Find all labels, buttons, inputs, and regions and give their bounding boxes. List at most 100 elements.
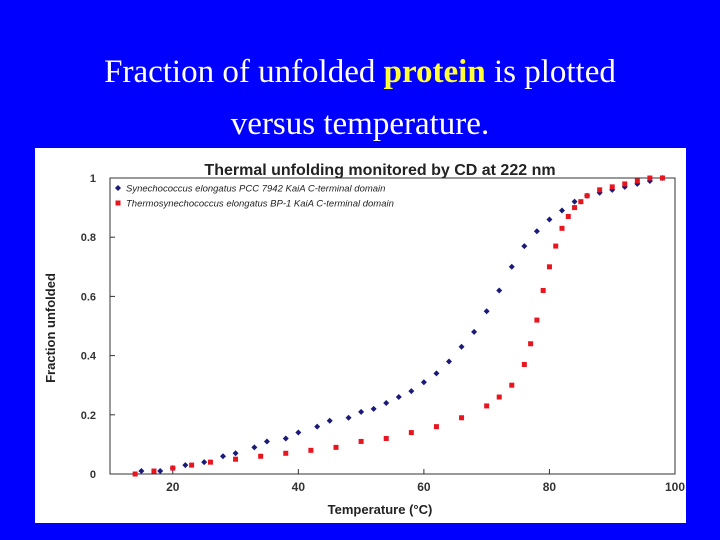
data-point <box>232 450 239 457</box>
data-point <box>508 263 515 270</box>
slide-title-line-2: versus temperature. <box>230 106 490 142</box>
data-point <box>258 453 264 459</box>
data-point <box>546 216 553 223</box>
legend-marker <box>115 200 121 206</box>
data-point <box>233 456 239 462</box>
data-point <box>251 444 258 451</box>
data-point <box>540 287 546 293</box>
title-highlight-word: protein <box>383 54 486 90</box>
legend-label: Thermosynechococcus elongatus BP-1 KaiA … <box>126 199 394 210</box>
data-point <box>326 417 333 424</box>
y-axis-label: Fraction unfolded <box>43 273 58 383</box>
data-point <box>263 438 270 445</box>
x-tick-label: 80 <box>543 480 557 494</box>
data-point <box>609 186 616 193</box>
data-point <box>553 243 559 249</box>
data-point <box>483 308 490 315</box>
data-point <box>345 414 352 421</box>
chart-svg: Thermal unfolding monitored by CD at 222… <box>43 162 686 517</box>
series-1 <box>138 175 666 475</box>
data-point <box>220 453 226 460</box>
slide-title-line-1: Fraction of unfolded protein is plotted <box>0 46 720 98</box>
data-point <box>458 343 465 350</box>
data-point <box>559 225 565 231</box>
x-tick-label: 40 <box>292 480 306 494</box>
data-point <box>383 435 389 441</box>
data-point <box>559 207 565 214</box>
data-point <box>189 462 195 468</box>
data-point <box>282 435 289 442</box>
data-point <box>433 424 439 430</box>
data-point <box>584 193 590 199</box>
x-tick-label: 60 <box>417 480 431 494</box>
y-tick-label: 1 <box>90 173 96 185</box>
legend: Synechococcus elongatus PCC 7942 KaiA C-… <box>115 184 394 210</box>
data-point <box>170 465 176 471</box>
data-point <box>496 394 502 400</box>
data-point <box>433 370 440 377</box>
plot-frame <box>109 177 676 475</box>
data-point <box>646 177 653 184</box>
data-point <box>622 181 628 187</box>
data-point <box>578 199 584 205</box>
data-point <box>647 175 653 181</box>
data-point <box>333 444 339 450</box>
chart-title: Thermal unfolding monitored by CD at 222… <box>204 162 555 179</box>
series-2 <box>132 175 665 477</box>
ticks: 20 40 60 80 100 0 0.2 0.4 0.6 0.8 1 <box>81 173 686 494</box>
chart-panel: Thermal unfolding monitored by CD at 222… <box>35 148 686 523</box>
y-tick-label: 0 <box>90 469 96 481</box>
title-text-post: is plotted <box>485 54 616 90</box>
data-point <box>395 394 402 401</box>
x-tick-label: 20 <box>166 480 180 494</box>
data-point <box>571 198 578 205</box>
data-point <box>308 447 314 453</box>
data-point <box>358 408 365 415</box>
data-point <box>534 317 540 323</box>
data-point <box>383 399 390 406</box>
data-point <box>521 361 527 367</box>
data-point <box>157 468 164 475</box>
data-point <box>597 187 603 193</box>
data-point <box>408 430 414 436</box>
data-point <box>370 405 377 412</box>
data-point <box>509 382 515 388</box>
data-point <box>295 429 302 436</box>
data-point <box>496 287 503 294</box>
x-axis-label: Temperature (°C) <box>328 502 433 517</box>
data-point <box>533 228 540 235</box>
data-point <box>446 358 452 365</box>
data-point <box>314 423 321 430</box>
legend-marker <box>115 185 121 191</box>
data-point <box>408 388 415 395</box>
y-tick-label: 0.8 <box>81 232 96 244</box>
data-point <box>151 468 157 474</box>
data-point <box>132 471 138 477</box>
data-point <box>201 459 208 466</box>
data-point <box>471 328 478 335</box>
data-point <box>182 462 189 469</box>
data-point <box>609 184 615 190</box>
legend-label: Synechococcus elongatus PCC 7942 KaiA C-… <box>126 184 385 195</box>
x-tick-label: 100 <box>665 480 685 494</box>
axes <box>109 177 676 475</box>
series-layer <box>132 175 666 477</box>
y-tick-label: 0.6 <box>81 291 96 303</box>
data-point <box>521 243 528 250</box>
data-point <box>207 459 213 465</box>
data-point <box>484 403 490 409</box>
data-point <box>420 379 427 386</box>
y-tick-label: 0.2 <box>81 410 96 422</box>
y-tick-label: 0.4 <box>81 351 97 363</box>
title-text-pre: Fraction of unfolded <box>104 54 384 90</box>
slide-title: Fraction of unfolded protein is plotted … <box>0 46 720 150</box>
data-point <box>565 213 571 219</box>
data-point <box>634 178 640 184</box>
data-point <box>283 450 289 456</box>
data-point <box>546 264 552 270</box>
data-point <box>528 341 534 347</box>
data-point <box>358 438 364 444</box>
data-point <box>572 205 578 211</box>
data-point <box>459 415 465 421</box>
data-point <box>659 175 665 181</box>
